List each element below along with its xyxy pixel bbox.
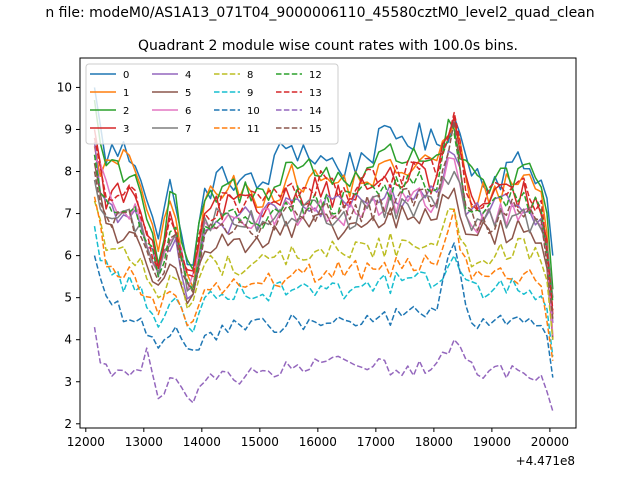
x-tick-label: 19000 [473,435,511,449]
y-tick-label: 8 [64,165,72,179]
y-tick-label: 6 [64,249,72,263]
legend-label-12: 12 [309,70,322,81]
series-line-9 [93,226,554,357]
legend-label-5: 5 [185,88,191,99]
y-tick-label: 10 [57,80,72,94]
series-line-15 [93,120,554,319]
legend-label-3: 3 [123,124,129,135]
x-tick-label: 17000 [357,435,395,449]
legend-label-6: 6 [185,106,191,117]
legend-frame [85,63,339,145]
legend-label-13: 13 [309,88,322,99]
axes-frame [79,57,577,429]
legend-label-10: 10 [247,106,260,117]
x-tick-label: 18000 [415,435,453,449]
series-line-8 [93,200,554,340]
x-tick-label: 20000 [531,435,569,449]
legend-label-8: 8 [247,70,253,81]
x-tick-label: 15000 [241,435,279,449]
figure-suptitle: n file: modeM0/AS1A13_071T04_9000006110_… [45,5,594,21]
series-line-6 [94,157,554,336]
legend-label-14: 14 [309,106,322,117]
x-axis-offset-label: +4.471e8 [516,454,575,468]
legend-label-7: 7 [185,124,191,135]
y-tick-label: 7 [64,207,72,221]
legend-label-9: 9 [247,88,253,99]
plot-series-group [93,87,554,412]
legend-label-15: 15 [309,124,322,135]
y-tick-label: 3 [64,375,72,389]
series-line-11 [93,196,554,361]
legend-label-1: 1 [123,88,129,99]
legend-label-11: 11 [247,124,260,135]
series-line-12 [93,132,554,302]
x-tick-label: 16000 [299,435,337,449]
y-tick-label: 2 [64,417,72,431]
y-tick-label: 9 [64,122,72,136]
series-line-7 [93,170,554,298]
series-line-14 [93,326,554,412]
y-tick-label: 5 [64,291,72,305]
legend-label-2: 2 [123,106,129,117]
series-line-13 [93,111,554,311]
y-axis: 2 3 4 5 6 7 8 9 10 [57,80,80,431]
series-line-3 [93,116,554,315]
legend-label-0: 0 [123,70,129,81]
legend-label-4: 4 [185,70,191,81]
x-tick-label: 13000 [125,435,163,449]
series-line-0 [93,87,554,266]
x-tick-label: 14000 [183,435,221,449]
series-line-10 [93,242,554,378]
y-tick-label: 4 [64,333,72,347]
x-axis: 12000 13000 14000 15000 16000 17000 18000 19000… [67,428,569,449]
chart-title: Quadrant 2 module wise count rates with … [138,38,518,54]
series-line-2 [93,99,554,290]
x-tick-label: 12000 [67,435,105,449]
